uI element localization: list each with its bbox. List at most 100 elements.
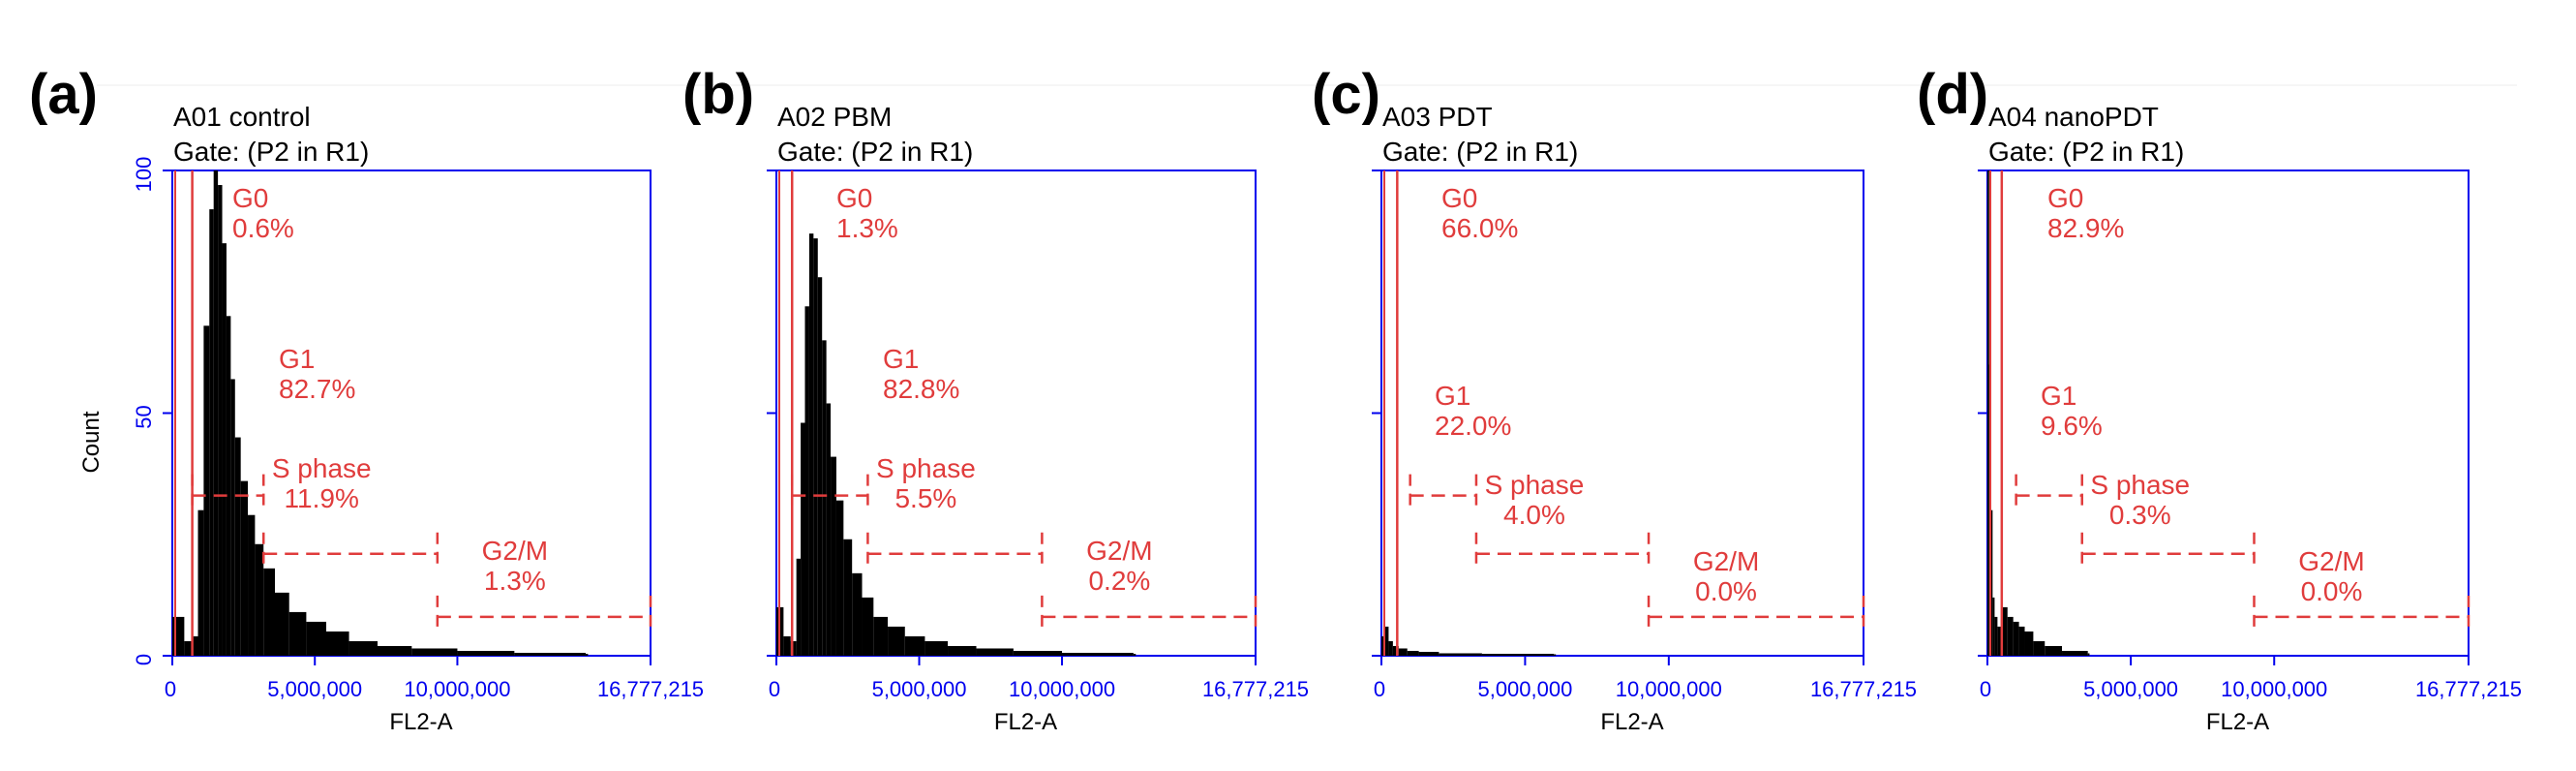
histogram-bar xyxy=(1062,652,1134,656)
histogram-bar xyxy=(275,592,289,656)
gate-label-name: S phase xyxy=(1485,470,1585,500)
y-tick-label: 0 xyxy=(132,654,156,665)
histogram-bar xyxy=(411,648,458,656)
histogram-bar xyxy=(862,597,874,656)
histogram-bar xyxy=(1407,650,1419,656)
gate-label-name: G2/M xyxy=(1086,536,1152,566)
x-tick-label: 5,000,000 xyxy=(2083,677,2178,701)
panel-subtitle: Gate: (P2 in R1) xyxy=(1988,137,2184,167)
histogram-bar xyxy=(1381,635,1385,656)
gate-label-name: G0 xyxy=(1441,183,1477,213)
histogram-bar xyxy=(873,616,889,656)
histogram-bar xyxy=(197,509,204,656)
histogram-bar xyxy=(263,568,276,656)
histogram-bar xyxy=(2013,621,2019,656)
histogram-bar xyxy=(2087,653,2090,656)
gate-label-percent: 82.7% xyxy=(279,374,355,404)
histogram-bar xyxy=(2001,606,2008,656)
histogram-bar xyxy=(1554,654,1557,656)
histogram-bar xyxy=(226,316,231,656)
histogram-bar xyxy=(1388,640,1393,656)
gate-label-percent: 0.2% xyxy=(1088,566,1150,596)
histogram-bar xyxy=(1418,651,1440,656)
x-tick-label: 16,777,215 xyxy=(1810,677,1917,701)
x-tick-label: 16,777,215 xyxy=(1202,677,1309,701)
gate-label-name: G1 xyxy=(883,344,919,374)
x-tick-label: 0 xyxy=(165,677,176,701)
gate-label-percent: 11.9% xyxy=(285,483,359,513)
histogram-bar xyxy=(1392,645,1399,656)
gate-label-percent: 4.0% xyxy=(1503,500,1565,530)
gate-label-percent: 0.0% xyxy=(1695,576,1757,606)
histogram-bar xyxy=(349,640,379,656)
histogram-bar xyxy=(326,631,349,656)
y-tick-label: 50 xyxy=(132,405,156,428)
gate-label-percent: 82.8% xyxy=(883,374,959,404)
histogram-bar xyxy=(1398,648,1408,656)
histogram-bar xyxy=(172,616,185,656)
histogram-bar xyxy=(804,306,809,656)
histogram-bar xyxy=(813,238,818,656)
histogram-bar xyxy=(1481,653,1555,656)
histogram-bar xyxy=(948,645,977,656)
x-tick-label: 5,000,000 xyxy=(872,677,967,701)
histogram-bar xyxy=(378,645,412,656)
histogram-bar xyxy=(822,340,827,656)
x-tick-label: 5,000,000 xyxy=(1477,677,1572,701)
gate-label-percent: 5.5% xyxy=(894,483,956,513)
gate-label-name: G1 xyxy=(2041,381,2076,411)
histogram-bar xyxy=(976,648,1014,656)
panel-title: A02 PBM xyxy=(777,102,892,132)
panel-title: A01 control xyxy=(173,102,311,132)
histogram-bar xyxy=(192,635,198,656)
gate-label-percent: 66.0% xyxy=(1441,213,1518,243)
x-tick-label: 0 xyxy=(1374,677,1385,701)
histogram-bar xyxy=(2033,640,2046,656)
gate-label-name: G1 xyxy=(1435,381,1470,411)
histogram-bar xyxy=(184,640,193,656)
histogram-bar xyxy=(248,514,256,656)
histogram-bar xyxy=(1439,653,1482,656)
y-axis-title: Count xyxy=(78,411,105,473)
panel-label: (a) xyxy=(29,63,98,126)
histogram-bar xyxy=(2007,616,2014,656)
histogram-bar xyxy=(222,243,227,656)
histogram-bar xyxy=(240,480,249,656)
histogram-bar xyxy=(457,650,515,656)
histogram-bar xyxy=(1987,170,1989,656)
histogram-bar xyxy=(801,422,805,656)
gate-label-name: G2/M xyxy=(482,536,548,566)
histogram-bar xyxy=(1997,626,2002,656)
histogram-bar xyxy=(585,653,589,656)
histogram-bar xyxy=(852,572,863,656)
gate-label-percent: 9.6% xyxy=(2041,411,2103,441)
gate-label-name: G2/M xyxy=(2298,546,2364,576)
x-tick-label: 10,000,000 xyxy=(2221,677,2327,701)
histogram-bar xyxy=(888,626,905,656)
histogram-bar xyxy=(203,325,210,656)
histogram-bar xyxy=(1994,616,1998,656)
gate-label-name: G2/M xyxy=(1693,546,1759,576)
panel-label: (b) xyxy=(682,63,754,126)
histogram-bar xyxy=(1384,626,1389,656)
histogram-bar xyxy=(514,652,586,656)
x-tick-label: 10,000,000 xyxy=(1616,677,1722,701)
y-tick-label: 100 xyxy=(132,157,156,193)
gate-label-name: G0 xyxy=(232,183,268,213)
gate-label-name: S phase xyxy=(2090,470,2190,500)
x-tick-label: 0 xyxy=(769,677,780,701)
histogram-bar xyxy=(2045,645,2063,656)
histogram-bar xyxy=(2018,626,2025,656)
histogram-bar xyxy=(924,640,949,656)
x-axis-title: FL2-A xyxy=(2206,709,2269,735)
histogram-bar xyxy=(218,185,223,656)
histogram-bar xyxy=(2062,650,2088,656)
histogram-bar xyxy=(288,611,307,656)
panel-subtitle: Gate: (P2 in R1) xyxy=(1382,137,1578,167)
histogram-bar xyxy=(1013,650,1063,656)
x-axis-title: FL2-A xyxy=(1600,709,1663,735)
gate-label-name: S phase xyxy=(876,453,976,483)
x-tick-label: 5,000,000 xyxy=(267,677,362,701)
gate-label-name: S phase xyxy=(272,453,372,483)
